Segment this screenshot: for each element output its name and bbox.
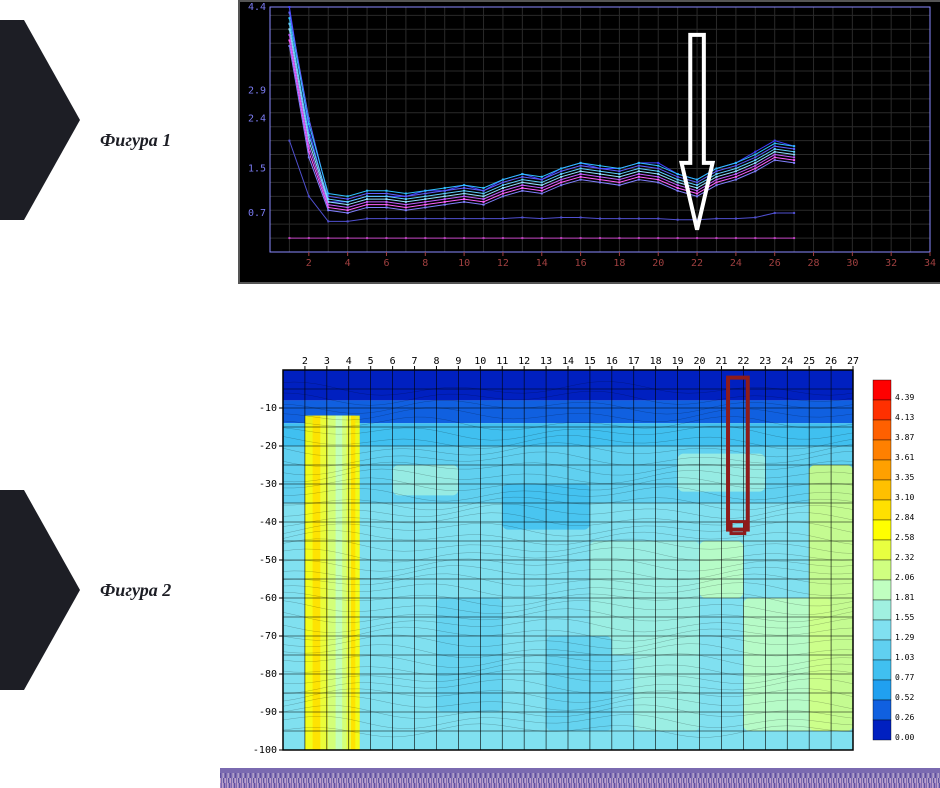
- svg-text:2: 2: [302, 356, 308, 367]
- chart-1-svg: 2468101214161820222426283032340.71.52.42…: [240, 2, 940, 282]
- svg-text:34: 34: [924, 258, 936, 269]
- svg-text:10: 10: [474, 356, 486, 367]
- svg-text:2.58: 2.58: [895, 533, 914, 542]
- svg-text:28: 28: [808, 258, 820, 269]
- svg-text:1.81: 1.81: [895, 593, 914, 602]
- svg-text:-90: -90: [259, 707, 277, 718]
- svg-text:21: 21: [715, 356, 727, 367]
- svg-text:-20: -20: [259, 441, 277, 452]
- svg-text:4: 4: [346, 356, 352, 367]
- svg-text:3.61: 3.61: [895, 453, 914, 462]
- chart-2-svg: 2345678910111213141516171819202122232425…: [238, 350, 938, 760]
- svg-text:1.5: 1.5: [248, 163, 266, 174]
- svg-text:32: 32: [885, 258, 897, 269]
- svg-text:13: 13: [540, 356, 552, 367]
- svg-text:2.06: 2.06: [895, 573, 914, 582]
- chevron-2: [0, 490, 80, 690]
- svg-text:3.87: 3.87: [895, 433, 914, 442]
- svg-text:0.77: 0.77: [895, 673, 914, 682]
- svg-text:1.03: 1.03: [895, 653, 914, 662]
- svg-text:3.35: 3.35: [895, 473, 914, 482]
- svg-text:14: 14: [562, 356, 574, 367]
- svg-text:0.7: 0.7: [248, 208, 266, 219]
- svg-text:8: 8: [422, 258, 428, 269]
- svg-text:0.52: 0.52: [895, 693, 914, 702]
- svg-text:2.9: 2.9: [248, 86, 266, 97]
- svg-text:4.4: 4.4: [248, 2, 266, 13]
- svg-text:-70: -70: [259, 631, 277, 642]
- svg-text:2.32: 2.32: [895, 553, 914, 562]
- svg-text:26: 26: [825, 356, 837, 367]
- svg-text:6: 6: [390, 356, 396, 367]
- svg-text:-100: -100: [253, 745, 277, 756]
- svg-text:1.29: 1.29: [895, 633, 914, 642]
- svg-text:3: 3: [324, 356, 330, 367]
- svg-text:15: 15: [584, 356, 596, 367]
- svg-text:20: 20: [694, 356, 706, 367]
- svg-text:-80: -80: [259, 669, 277, 680]
- svg-text:14: 14: [536, 258, 548, 269]
- svg-text:-10: -10: [259, 403, 277, 414]
- svg-text:2.84: 2.84: [895, 513, 914, 522]
- svg-text:2: 2: [306, 258, 312, 269]
- svg-text:9: 9: [455, 356, 461, 367]
- chart-2: 2345678910111213141516171819202122232425…: [238, 350, 938, 760]
- svg-text:16: 16: [606, 356, 618, 367]
- svg-text:10: 10: [458, 258, 470, 269]
- svg-text:12: 12: [497, 258, 509, 269]
- svg-text:6: 6: [383, 258, 389, 269]
- figure-1-label: Фигура 1: [100, 130, 171, 151]
- svg-text:24: 24: [781, 356, 793, 367]
- svg-text:18: 18: [613, 258, 625, 269]
- svg-text:22: 22: [737, 356, 749, 367]
- svg-text:-50: -50: [259, 555, 277, 566]
- svg-text:-30: -30: [259, 479, 277, 490]
- svg-text:0.00: 0.00: [895, 733, 914, 742]
- svg-text:19: 19: [672, 356, 684, 367]
- svg-text:2.4: 2.4: [248, 113, 266, 124]
- svg-text:5: 5: [368, 356, 374, 367]
- noise-strip: [220, 768, 940, 788]
- svg-text:23: 23: [759, 356, 771, 367]
- svg-text:11: 11: [496, 356, 508, 367]
- svg-text:8: 8: [433, 356, 439, 367]
- svg-text:24: 24: [730, 258, 742, 269]
- svg-text:3.10: 3.10: [895, 493, 914, 502]
- svg-text:4.39: 4.39: [895, 393, 914, 402]
- svg-text:4: 4: [345, 258, 351, 269]
- chart-1: 2468101214161820222426283032340.71.52.42…: [238, 0, 940, 284]
- svg-text:17: 17: [628, 356, 640, 367]
- svg-text:7: 7: [412, 356, 418, 367]
- svg-text:27: 27: [847, 356, 859, 367]
- chevron-1: [0, 20, 80, 220]
- svg-text:0.26: 0.26: [895, 713, 914, 722]
- svg-text:16: 16: [575, 258, 587, 269]
- svg-text:18: 18: [650, 356, 662, 367]
- svg-text:25: 25: [803, 356, 815, 367]
- svg-text:-60: -60: [259, 593, 277, 604]
- svg-text:1.55: 1.55: [895, 613, 914, 622]
- svg-text:20: 20: [652, 258, 664, 269]
- svg-text:22: 22: [691, 258, 703, 269]
- svg-text:30: 30: [846, 258, 858, 269]
- svg-text:4.13: 4.13: [895, 413, 914, 422]
- figure-2-label: Фигура 2: [100, 580, 171, 601]
- svg-text:-40: -40: [259, 517, 277, 528]
- svg-text:26: 26: [769, 258, 781, 269]
- svg-text:12: 12: [518, 356, 530, 367]
